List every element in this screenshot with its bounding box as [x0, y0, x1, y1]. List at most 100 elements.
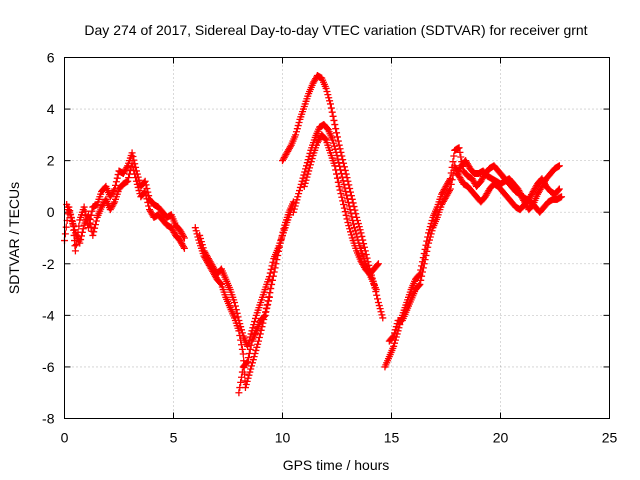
- data-point: [295, 118, 303, 126]
- data-point: [132, 177, 140, 185]
- data-point: [265, 293, 273, 301]
- data-point: [233, 309, 241, 317]
- y-tick-labels: -8 -6 -4 -2 0 2 4 6: [42, 50, 55, 427]
- data-point: [339, 177, 347, 185]
- data-point: [333, 170, 341, 178]
- data-point: [331, 145, 339, 153]
- data-point: [236, 384, 244, 392]
- data-point: [145, 202, 153, 210]
- data-point: [423, 247, 431, 255]
- data-point: [264, 301, 272, 309]
- series-track-a: [61, 149, 188, 255]
- data-point: [448, 176, 456, 184]
- data-point: [293, 125, 301, 133]
- data-point: [301, 179, 309, 187]
- data-point: [330, 116, 338, 124]
- data-point: [245, 371, 253, 379]
- data-point: [61, 230, 69, 238]
- data-point: [292, 131, 300, 139]
- data-point: [391, 339, 399, 347]
- data-point: [268, 262, 276, 270]
- data-point: [294, 193, 302, 201]
- data-point: [129, 163, 137, 171]
- data-point: [425, 236, 433, 244]
- data-point: [243, 377, 251, 385]
- data-point: [457, 153, 465, 161]
- data-point: [112, 178, 120, 186]
- data-point: [196, 231, 204, 239]
- data-point: [331, 162, 339, 170]
- data-point: [342, 188, 350, 196]
- data-point: [347, 231, 355, 239]
- data-point: [421, 256, 429, 264]
- data-point: [249, 324, 257, 332]
- data-point: [446, 185, 454, 193]
- data-point: [391, 329, 399, 337]
- data-point: [335, 182, 343, 190]
- y-tick-label: -6: [42, 359, 55, 375]
- data-point: [450, 152, 458, 160]
- data-point: [290, 205, 298, 213]
- data-point: [265, 297, 273, 305]
- data-point: [427, 230, 435, 238]
- data-point: [113, 174, 121, 182]
- data-point: [390, 332, 398, 340]
- y-tick-label: -8: [42, 411, 55, 427]
- data-point: [87, 223, 95, 231]
- data-point: [197, 238, 205, 246]
- data-point: [376, 305, 384, 313]
- data-point: [341, 208, 349, 216]
- data-point: [555, 162, 563, 170]
- data-point: [300, 182, 308, 190]
- data-point: [338, 173, 346, 181]
- data-point: [142, 181, 150, 189]
- data-point: [555, 185, 563, 193]
- data-point: [129, 153, 137, 161]
- y-tick-label: 4: [47, 101, 55, 117]
- data-point: [91, 221, 99, 229]
- data-point: [305, 167, 313, 175]
- data-point: [415, 281, 423, 289]
- data-point: [331, 121, 339, 129]
- data-point: [131, 170, 139, 178]
- data-point: [328, 108, 336, 116]
- data-point: [390, 342, 398, 350]
- data-point: [362, 251, 370, 259]
- data-point: [144, 198, 152, 206]
- data-point: [266, 269, 274, 277]
- data-point: [92, 217, 100, 225]
- y-tick-label: 6: [47, 50, 55, 66]
- data-point: [71, 226, 79, 234]
- data-point: [378, 311, 386, 319]
- x-tick-label: 20: [493, 430, 509, 446]
- data-point: [343, 191, 351, 199]
- data-point: [420, 260, 428, 268]
- data-point: [291, 202, 299, 210]
- data-point: [267, 285, 275, 293]
- data-point: [340, 180, 348, 188]
- y-tick-label: 2: [47, 153, 55, 169]
- data-point: [332, 125, 340, 133]
- data-point: [447, 180, 455, 188]
- data-point: [254, 340, 262, 348]
- data-point: [424, 243, 432, 251]
- data-point: [295, 190, 303, 198]
- data-point: [339, 197, 347, 205]
- data-point: [330, 142, 338, 150]
- y-tick-label: 0: [47, 204, 55, 220]
- data-point: [350, 220, 358, 228]
- data-point: [180, 243, 188, 251]
- grid-lines: [64, 57, 610, 419]
- data-point: [251, 318, 259, 326]
- data-point: [141, 177, 149, 185]
- data-point: [124, 177, 132, 185]
- data-point: [343, 215, 351, 223]
- data-point: [79, 225, 87, 233]
- data-point: [352, 230, 360, 238]
- x-tick-label: 25: [602, 430, 618, 446]
- data-point: [292, 199, 300, 207]
- data-point: [81, 207, 89, 215]
- series-track-e: [235, 293, 273, 397]
- data-point: [349, 216, 357, 224]
